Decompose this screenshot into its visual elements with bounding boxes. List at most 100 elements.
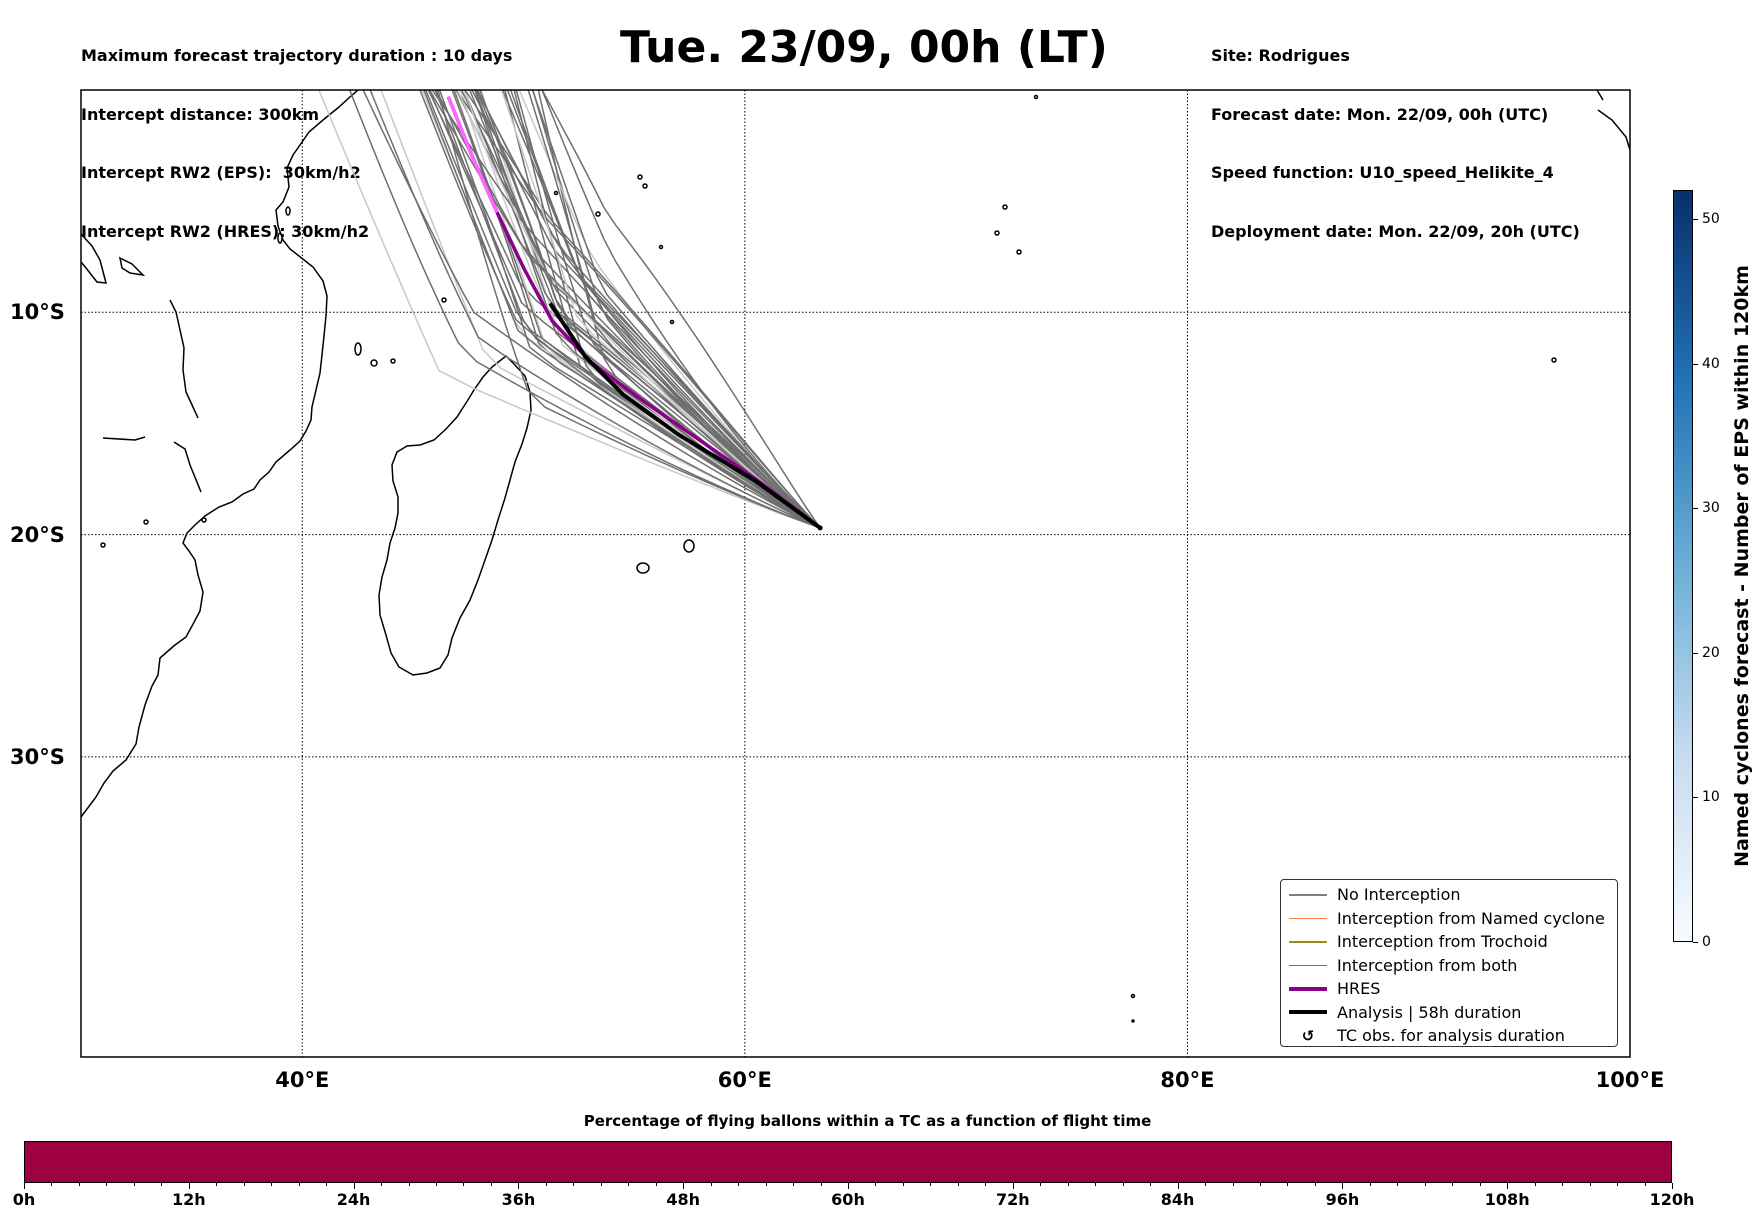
colorbar-tick-label: 0 <box>1702 934 1711 950</box>
eps-colorbar <box>1673 190 1693 942</box>
flight-time-tick <box>1672 1183 1673 1189</box>
flight-time-minor-tick <box>1205 1183 1207 1186</box>
legend-line-icon <box>1287 981 1329 997</box>
flight-time-minor-tick <box>902 1183 904 1186</box>
legend-item: HRES <box>1287 977 1611 1001</box>
flight-time-minor-tick <box>820 1183 822 1186</box>
legend-item: Interception from Named cyclone <box>1287 907 1611 931</box>
legend-item: Analysis | 58h duration <box>1287 1001 1611 1025</box>
header-left: Maximum forecast trajectory duration : 1… <box>81 7 512 261</box>
flight-time-minor-tick <box>573 1183 575 1186</box>
eps-track <box>531 90 821 529</box>
legend-label: HRES <box>1337 979 1381 999</box>
speed-function-text: Speed function: U10_speed_Helikite_4 <box>1211 163 1554 182</box>
latitude-label: 20°S <box>10 522 65 547</box>
flight-time-tick-label: 96h <box>1325 1190 1360 1209</box>
chagos-island <box>1551 357 1557 363</box>
flight-time-tick-label: 0h <box>12 1190 36 1209</box>
eps-track <box>423 90 821 529</box>
flight-time-minor-tick <box>765 1183 767 1186</box>
legend-line-icon <box>1287 957 1329 973</box>
legend-label: Interception from Named cyclone <box>1337 908 1605 928</box>
eps-track <box>437 90 821 529</box>
flight-time-minor-tick <box>326 1183 328 1186</box>
flight-time-minor-tick <box>436 1183 437 1186</box>
colorbar-tick <box>1693 508 1698 510</box>
colorbar-tick <box>1693 942 1698 943</box>
mauritius-island <box>683 539 695 553</box>
colorbar-tick-label: 10 <box>1702 789 1720 806</box>
flight-time-minor-tick <box>1150 1183 1152 1186</box>
legend-line-icon <box>1287 934 1329 950</box>
legend-line-icon <box>1287 910 1329 926</box>
flight-time-minor-tick <box>408 1183 410 1186</box>
flight-time-tick-label: 48h <box>666 1190 701 1209</box>
deployment-date-text: Deployment date: Mon. 22/09, 20h (UTC) <box>1211 221 1580 241</box>
flight-time-minor-tick <box>793 1183 795 1186</box>
flight-time-minor-tick <box>985 1183 987 1186</box>
legend-label: Interception from both <box>1337 955 1518 975</box>
colorbar-tick <box>1693 218 1698 220</box>
flight-time-tick-label: 60h <box>831 1190 865 1209</box>
flight-time-minor-tick <box>1095 1183 1097 1186</box>
intercept-distance-text: Intercept distance: 300km <box>81 104 320 124</box>
legend-label: Analysis | 58h duration <box>1337 1002 1522 1022</box>
flight-time-minor-tick <box>1562 1183 1564 1186</box>
longitude-label: 80°E <box>1160 1068 1215 1092</box>
flight-time-minor-tick <box>655 1183 657 1186</box>
flight-time-minor-tick <box>545 1183 547 1186</box>
flight-time-minor-tick <box>106 1183 108 1186</box>
page-title: Tue. 23/09, 00h (LT) <box>620 22 1108 73</box>
eps-track <box>463 90 821 529</box>
reunion-island <box>636 562 650 574</box>
eps-track <box>362 90 821 529</box>
madagascar-coastline <box>378 354 532 676</box>
flight-time-tick <box>1507 1183 1509 1189</box>
flight-time-minor-tick <box>1452 1183 1454 1186</box>
flight-time-colorbar-title: Percentage of flying ballons within a TC… <box>583 1112 1152 1130</box>
flight-time-minor-tick <box>1260 1183 1261 1186</box>
flight-time-tick <box>1177 1183 1179 1189</box>
legend-label: Interception from Trochoid <box>1337 932 1548 952</box>
coastlines <box>81 90 1630 1023</box>
flight-time-minor-tick <box>381 1183 383 1186</box>
colorbar-tick-label: 30 <box>1702 500 1720 517</box>
eps-track <box>348 90 821 529</box>
flight-time-minor-tick <box>161 1183 163 1186</box>
intercept-eps-text: Intercept RW2 (EPS): 30km/h2 <box>81 163 361 182</box>
flight-time-minor-tick <box>738 1183 740 1186</box>
flight-time-minor-tick <box>1589 1183 1591 1186</box>
flight-time-minor-tick <box>1424 1183 1426 1186</box>
flight-time-minor-tick <box>1122 1183 1124 1186</box>
colorbar-tick <box>1693 652 1698 654</box>
legend-item: ↺ TC obs. for analysis duration <box>1287 1024 1611 1048</box>
flight-time-tick-label: 36h <box>501 1190 536 1209</box>
flight-time-tick <box>848 1183 849 1189</box>
flight-time-colorbar <box>24 1141 1672 1183</box>
flight-time-tick-label: 72h <box>995 1190 1030 1209</box>
eps-track <box>451 90 821 529</box>
flight-time-minor-tick <box>875 1183 877 1186</box>
flight-time-tick <box>353 1183 355 1189</box>
hres-track-late <box>446 96 499 214</box>
flight-time-tick-label: 120h <box>1649 1190 1695 1209</box>
flight-time-minor-tick <box>600 1183 602 1186</box>
flight-time-minor-tick <box>78 1183 80 1186</box>
flight-time-tick <box>518 1183 520 1189</box>
colorbar-tick-label: 20 <box>1702 644 1720 661</box>
header-right: Site: Rodrigues Forecast date: Mon. 22/0… <box>1211 7 1580 261</box>
eps-track <box>506 90 821 529</box>
eps-track <box>456 90 821 529</box>
flight-time-minor-tick <box>1369 1183 1371 1186</box>
flight-time-minor-tick <box>710 1183 712 1186</box>
longitude-label: 60°E <box>717 1068 772 1092</box>
eps-track <box>468 90 821 529</box>
flight-time-minor-tick <box>1479 1183 1481 1186</box>
flight-time-tick <box>683 1183 685 1189</box>
site-marker <box>817 525 823 531</box>
forecast-date-text: Forecast date: Mon. 22/09, 00h (UTC) <box>1211 104 1549 124</box>
flight-time-minor-tick <box>1644 1183 1646 1186</box>
flight-time-tick <box>1012 1183 1014 1189</box>
flight-time-minor-tick <box>1397 1183 1399 1186</box>
africa-coastline <box>81 90 359 818</box>
